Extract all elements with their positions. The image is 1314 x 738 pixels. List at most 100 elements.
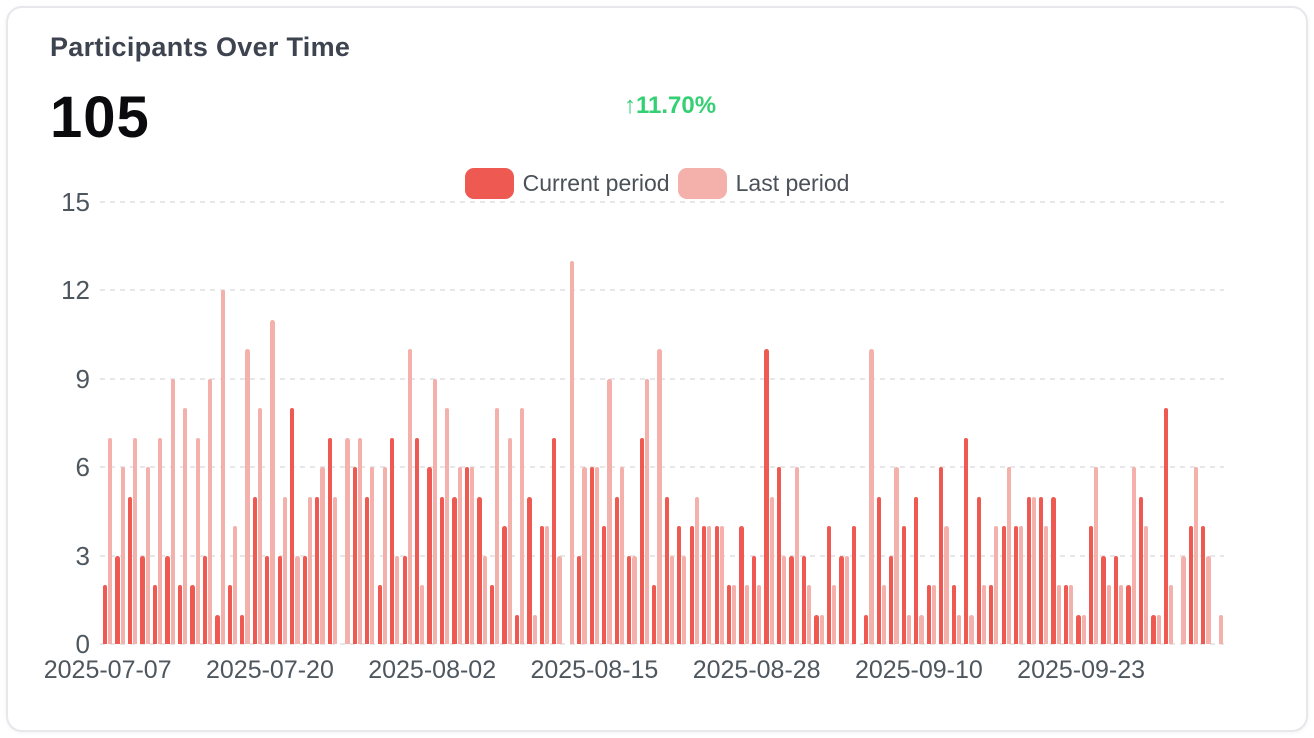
- bar-current: [826, 526, 832, 644]
- bar-last: [619, 467, 625, 644]
- bar-last: [1169, 585, 1174, 644]
- bar-last: [782, 555, 787, 644]
- bar-current: [814, 614, 819, 644]
- bar-last: [1031, 496, 1036, 644]
- legend-item-current[interactable]: Current period: [464, 168, 670, 199]
- bar-last: [432, 378, 437, 644]
- bar-last: [794, 467, 799, 644]
- bar-last: [1006, 467, 1011, 644]
- bar-current: [1101, 555, 1106, 644]
- bar-current: [427, 467, 432, 644]
- bar-last: [1131, 467, 1136, 644]
- bar-last: [944, 526, 949, 644]
- bar-last: [1044, 526, 1049, 644]
- gridline: [100, 554, 1224, 557]
- bar-last: [1193, 467, 1199, 644]
- bar-current: [614, 496, 619, 644]
- bar-last: [1206, 555, 1211, 644]
- gridline: [100, 466, 1224, 469]
- bar-last: [569, 260, 575, 644]
- bar-current: [1076, 614, 1081, 644]
- x-tick-label: 2025-08-02: [368, 656, 497, 684]
- bar-current: [215, 614, 220, 644]
- bar-current: [514, 614, 520, 644]
- bar-last: [332, 496, 338, 644]
- gridline: [100, 289, 1224, 292]
- bar-last: [382, 467, 387, 644]
- bar-last: [1081, 614, 1086, 644]
- bar-last: [594, 467, 600, 644]
- bar-current: [202, 555, 208, 644]
- bar-last: [557, 555, 562, 644]
- bar-current: [1088, 526, 1094, 644]
- bar-current: [1201, 526, 1206, 644]
- x-tick-label: 2025-07-07: [43, 656, 172, 684]
- bar-last: [657, 349, 662, 644]
- bar-current: [989, 585, 994, 644]
- legend-swatch-last: [677, 168, 727, 199]
- bar-current: [664, 496, 669, 644]
- bar-current: [976, 496, 981, 644]
- bar-last: [607, 378, 612, 644]
- bar-current: [1063, 585, 1069, 644]
- bar-current: [1151, 614, 1156, 644]
- bar-current: [402, 555, 407, 644]
- bar-current: [1126, 585, 1131, 644]
- bar-last: [1019, 526, 1024, 644]
- bar-current: [677, 526, 682, 644]
- bar-current: [839, 555, 844, 644]
- bar-last: [869, 349, 874, 644]
- bar-last: [1094, 467, 1099, 644]
- bar-last: [457, 467, 462, 644]
- bar-last: [881, 585, 887, 644]
- bar-current: [165, 555, 170, 644]
- bar-current: [702, 526, 707, 644]
- bar-current: [1014, 526, 1019, 644]
- bar-current: [1051, 496, 1056, 644]
- bar-current: [539, 526, 544, 644]
- bar-last: [183, 408, 188, 644]
- bar-last: [233, 526, 238, 644]
- bar-last: [632, 555, 637, 644]
- bar-last: [482, 555, 487, 644]
- bar-current: [177, 585, 183, 644]
- bar-last: [1144, 526, 1149, 644]
- bar-current: [851, 526, 856, 644]
- bar-last: [769, 496, 774, 644]
- bar-last: [707, 526, 712, 644]
- bar-current: [1113, 555, 1119, 644]
- bar-current: [1188, 526, 1193, 644]
- bar-last: [582, 467, 587, 644]
- x-tick-label: 2025-08-15: [530, 656, 659, 684]
- y-tick-label: 3: [75, 540, 90, 571]
- bar-current: [789, 555, 794, 644]
- y-tick-label: 9: [75, 363, 90, 394]
- bar-current: [439, 496, 445, 644]
- bar-current: [365, 496, 370, 644]
- legend-item-last[interactable]: Last period: [677, 168, 849, 199]
- bar-current: [652, 585, 657, 644]
- bar-current: [103, 585, 108, 644]
- bar-last: [195, 437, 200, 644]
- bar-current: [627, 555, 632, 644]
- bar-last: [357, 437, 362, 644]
- x-tick-label: 2025-08-28: [692, 656, 821, 684]
- bar-last: [307, 496, 313, 644]
- bar-current: [751, 555, 757, 644]
- bar-last: [719, 526, 724, 644]
- bar-last: [320, 467, 325, 644]
- bar-last: [819, 614, 824, 644]
- bar-current: [951, 585, 956, 644]
- bar-current: [801, 555, 807, 644]
- bar-last: [1181, 555, 1186, 644]
- bar-current: [689, 526, 694, 644]
- bar-current: [415, 437, 420, 644]
- bar-last: [495, 408, 500, 644]
- y-tick-label: 15: [61, 187, 90, 217]
- bar-current: [764, 349, 769, 644]
- bar-current: [901, 526, 906, 644]
- bar-last: [120, 467, 125, 644]
- bar-last: [282, 496, 288, 644]
- bar-current: [327, 437, 332, 644]
- bar-last: [257, 408, 263, 644]
